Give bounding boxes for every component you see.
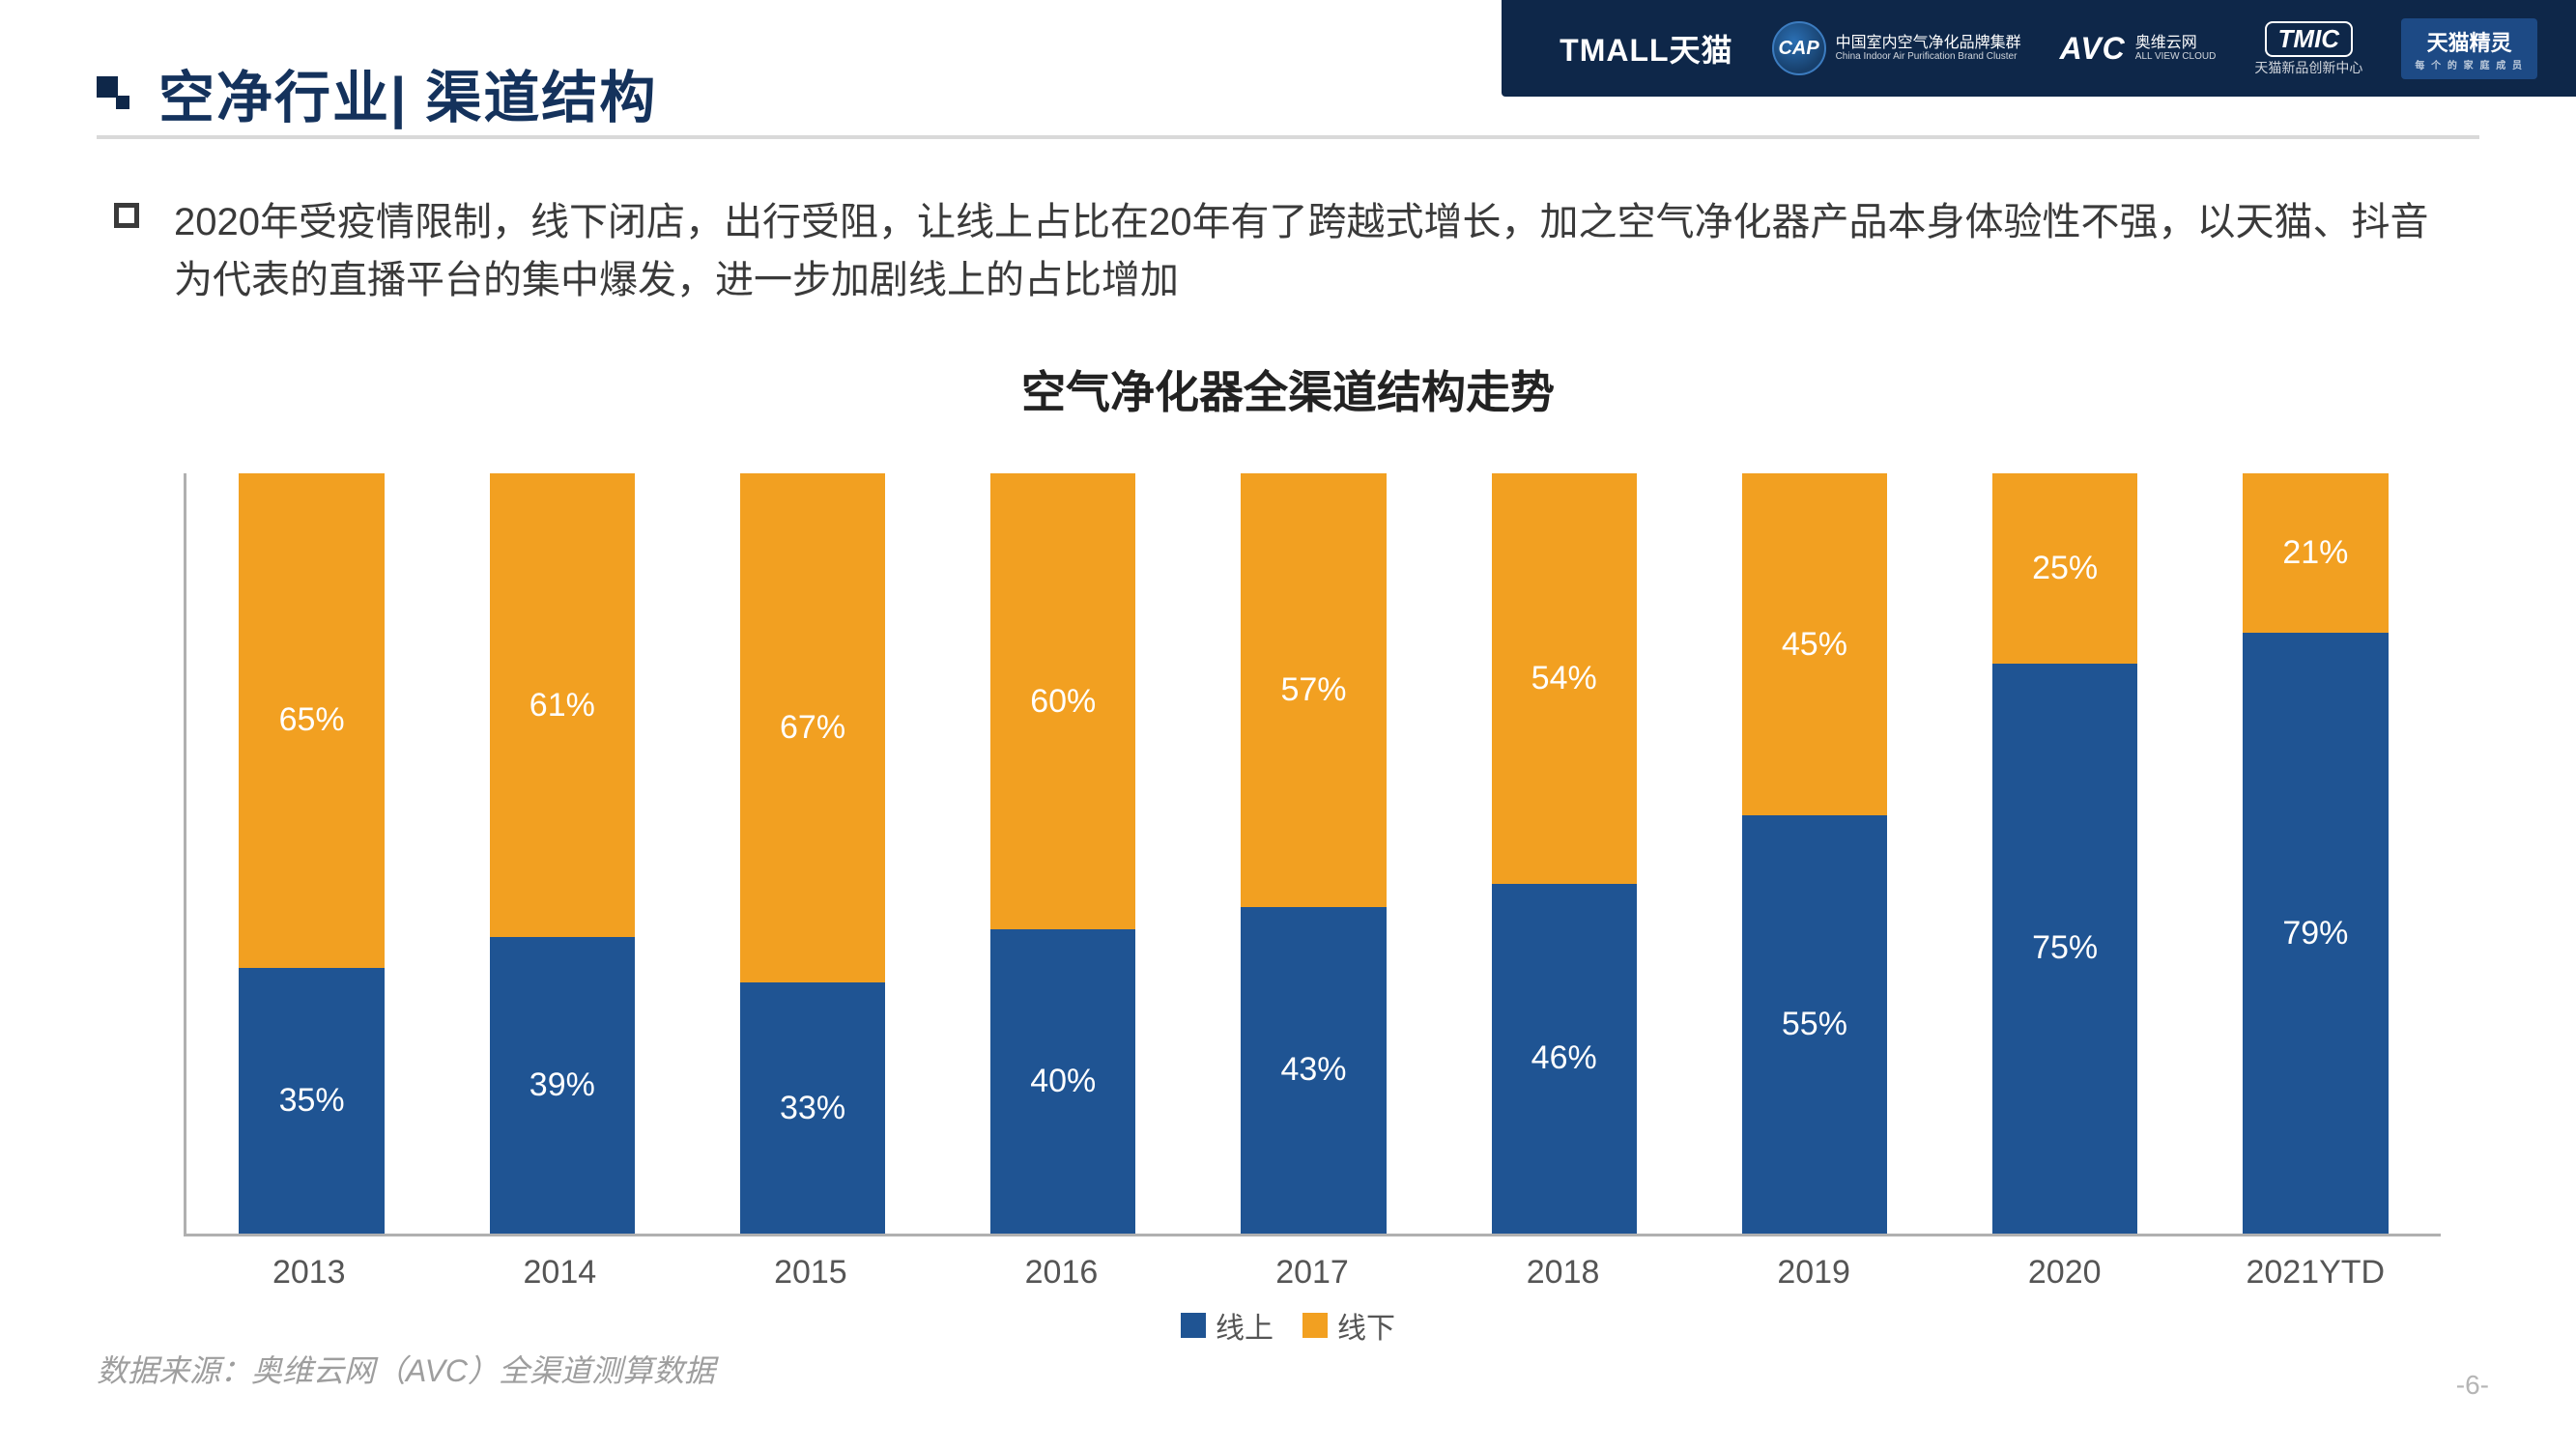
logo-avc-sub: 奥维云网 [2135,35,2217,52]
bar: 57%43% [1241,473,1386,1234]
bar-segment-offline: 45% [1742,473,1887,815]
legend-swatch-offline [1302,1313,1328,1338]
title-bullet-icon [97,76,129,109]
logo-genie: 天猫精灵 每 个 的 家 庭 成 员 [2401,18,2537,79]
bar-segment-offline: 61% [490,473,635,937]
bar-col: 61%39% [437,473,687,1234]
logo-cap-line2: China Indoor Air Purification Brand Clus… [1836,51,2021,62]
bar: 67%33% [740,473,885,1234]
x-axis-label: 2014 [435,1254,686,1292]
bar-segment-offline: 67% [740,473,885,982]
bar-col: 67%33% [687,473,937,1234]
logo-avc: AVC 奥维云网 ALL VIEW CLOUD [2060,31,2217,67]
page-number: -6- [2456,1370,2489,1401]
x-axis-label: 2018 [1438,1254,1689,1292]
logo-avc-tiny: ALL VIEW CLOUD [2135,51,2217,62]
stacked-bar-chart: 65%35%61%39%67%33%60%40%57%43%54%46%45%5… [184,473,2441,1236]
bar-segment-offline: 57% [1241,473,1386,907]
bar-segment-offline: 25% [1992,473,2137,664]
bar-segment-online: 39% [490,937,635,1234]
logo-genie-sub: 每 个 的 家 庭 成 员 [2415,57,2524,71]
bar-segment-offline: 54% [1492,473,1637,884]
bar-segment-online: 75% [1992,664,2137,1234]
bar-col: 45%55% [1689,473,1939,1234]
legend-item-offline: 线下 [1302,1304,1395,1347]
data-source-note: 数据来源：奥维云网（AVC）全渠道测算数据 [97,1347,715,1391]
x-axis-label: 2015 [685,1254,936,1292]
chart-legend: 线上 线下 [0,1304,2576,1347]
legend-item-online: 线上 [1181,1304,1274,1347]
cap-badge-icon: CAP [1772,21,1826,75]
bar-segment-online: 79% [2243,633,2388,1234]
title-underline [97,135,2479,139]
bar: 65%35% [239,473,384,1234]
bar-col: 60%40% [938,473,1188,1234]
slide-title-block: 空净行业| 渠道结构 [97,52,657,133]
bar-col: 25%75% [1940,473,2190,1234]
bars-container: 65%35%61%39%67%33%60%40%57%43%54%46%45%5… [186,473,2441,1234]
logo-genie-text: 天猫精灵 [2427,26,2512,57]
bar: 21%79% [2243,473,2388,1234]
bar-segment-online: 43% [1241,907,1386,1234]
logo-tmic: TMIC 天猫新品创新中心 [2254,21,2362,75]
bar-col: 54%46% [1439,473,1689,1234]
bar-segment-offline: 65% [239,473,384,968]
x-axis-label: 2019 [1688,1254,1939,1292]
bar-col: 21%79% [2190,473,2441,1234]
bar-segment-online: 40% [990,929,1135,1234]
bar: 25%75% [1992,473,2137,1234]
bar-segment-online: 46% [1492,884,1637,1234]
bar-segment-offline: 60% [990,473,1135,929]
legend-label-offline: 线下 [1337,1304,1395,1347]
logo-tmic-sub: 天猫新品创新中心 [2254,61,2362,75]
bar: 54%46% [1492,473,1637,1234]
bar-segment-online: 33% [740,982,885,1234]
bar-col: 65%35% [186,473,437,1234]
bar: 61%39% [490,473,635,1234]
bullet-square-icon [114,203,139,228]
logo-cap-line1: 中国室内空气净化品牌集群 [1836,35,2021,52]
bar: 60%40% [990,473,1135,1234]
bar-segment-offline: 21% [2243,473,2388,633]
bar: 45%55% [1742,473,1887,1234]
legend-label-online: 线上 [1216,1304,1274,1347]
chart-title: 空气净化器全渠道结构走势 [0,357,2576,421]
chart-x-axis: 201320142015201620172018201920202021YTD [184,1254,2441,1292]
x-axis-label: 2016 [936,1254,1188,1292]
logo-tmall-text: TMALL天猫 [1560,26,1732,71]
x-axis-label: 2017 [1187,1254,1438,1292]
slide-description-text: 2020年受疫情限制，线下闭店，出行受阻，让线上占比在20年有了跨越式增长，加之… [174,201,2428,301]
x-axis-label: 2013 [184,1254,435,1292]
x-axis-label: 2021YTD [2190,1254,2442,1292]
brand-header-bar: TMALL天猫 CAP 中国室内空气净化品牌集群 China Indoor Ai… [1502,0,2576,97]
bar-col: 57%43% [1188,473,1439,1234]
x-axis-label: 2020 [1939,1254,2190,1292]
bar-segment-online: 55% [1742,815,1887,1234]
logo-tmic-text: TMIC [2265,21,2354,57]
legend-swatch-online [1181,1313,1206,1338]
bar-segment-online: 35% [239,968,384,1234]
logo-cap: CAP 中国室内空气净化品牌集群 China Indoor Air Purifi… [1772,21,2021,75]
logo-tmall: TMALL天猫 [1560,26,1732,71]
slide-description: 2020年受疫情限制，线下闭店，出行受阻，让线上占比在20年有了跨越式增长，加之… [174,193,2460,309]
slide-title: 空净行业| 渠道结构 [158,52,657,133]
logo-avc-text: AVC [2060,31,2126,67]
